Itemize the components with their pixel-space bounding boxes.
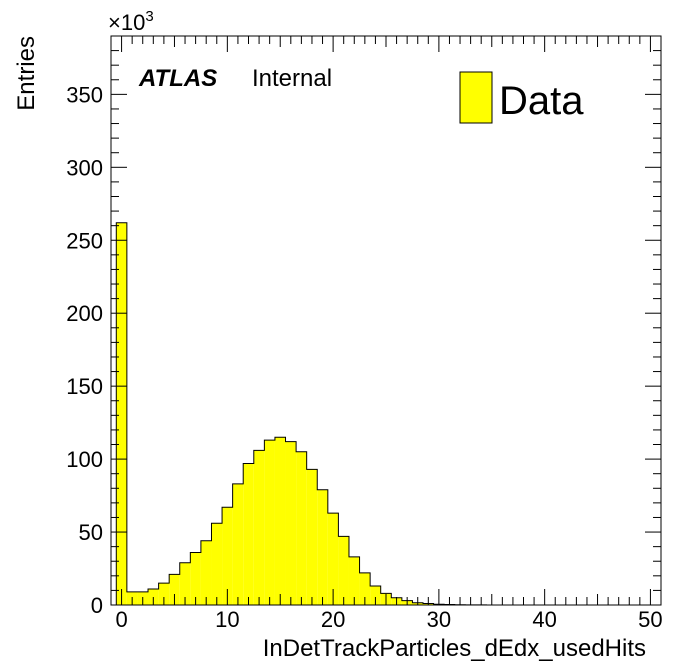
- y-tick-label: 250: [66, 228, 103, 253]
- histogram-bar: [306, 469, 318, 605]
- histogram-bar: [243, 463, 254, 605]
- histogram-bar: [264, 440, 275, 605]
- histogram-bar: [296, 451, 307, 605]
- y-tick-label: 300: [66, 155, 103, 180]
- histogram-bar: [327, 513, 339, 605]
- histogram-bar: [190, 552, 201, 605]
- y-tick-label: 350: [66, 82, 103, 107]
- y-axis-tick-labels: 0 50 100 150 200 250 300 350: [66, 82, 103, 618]
- histogram-bar: [317, 489, 328, 605]
- y-axis-multiplier-base: ×10: [108, 10, 145, 35]
- y-tick-label: 0: [91, 593, 103, 618]
- x-axis-tick-labels: 0 10 20 30 40 50: [115, 607, 662, 632]
- x-tick-label: 10: [215, 607, 239, 632]
- histogram-bar: [232, 483, 244, 605]
- histogram-bar: [253, 450, 265, 605]
- axis-ticks: [111, 35, 662, 606]
- y-axis-multiplier: ×103: [108, 8, 154, 35]
- legend-swatch-data: [459, 71, 493, 124]
- x-axis-title: InDetTrackParticles_dEdx_usedHits: [263, 635, 646, 662]
- histogram-bar: [338, 536, 349, 605]
- x-tick-label: 50: [638, 607, 662, 632]
- x-tick-label: 30: [427, 607, 451, 632]
- y-axis-multiplier-exponent: 3: [145, 8, 153, 25]
- x-tick-label: 40: [532, 607, 556, 632]
- histogram-bar: [222, 507, 233, 605]
- y-tick-label: 50: [79, 520, 103, 545]
- x-tick-label: 20: [321, 607, 345, 632]
- histogram-bar: [158, 583, 170, 605]
- histogram-bar: [285, 441, 297, 605]
- histogram-bar: [200, 540, 212, 605]
- y-tick-label: 150: [66, 374, 103, 399]
- histogram-bar: [274, 437, 286, 605]
- internal-label: Internal: [252, 65, 332, 92]
- histogram-bar: [148, 588, 159, 605]
- x-tick-label: 0: [115, 607, 127, 632]
- histogram-bar: [211, 523, 223, 605]
- y-axis-title: Entries: [13, 36, 40, 111]
- histogram-bar: [370, 586, 381, 605]
- legend-label-data: Data: [499, 79, 584, 123]
- y-tick-label: 200: [66, 301, 103, 326]
- y-tick-label: 100: [66, 447, 103, 472]
- legend: Data: [459, 71, 584, 124]
- atlas-label: ATLAS: [138, 65, 217, 92]
- histogram-bar: [348, 556, 360, 605]
- histogram-bar: [169, 574, 180, 605]
- histogram-bar: [359, 572, 371, 605]
- histogram-bar: [179, 562, 191, 605]
- histogram-bar: [116, 222, 127, 605]
